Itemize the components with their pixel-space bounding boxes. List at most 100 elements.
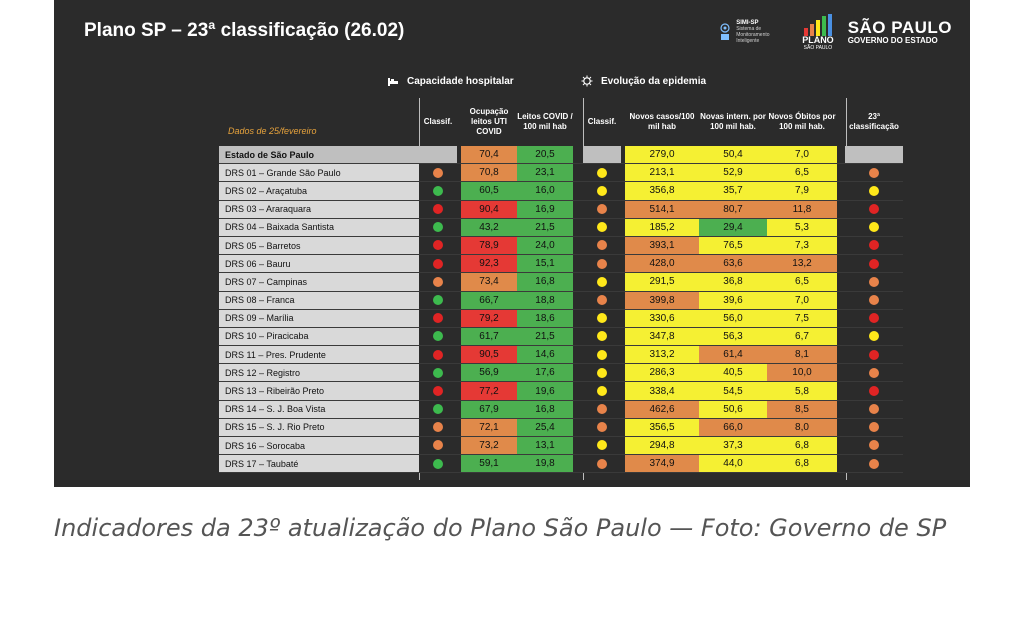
novas-intern-value: 52,9	[699, 163, 767, 183]
classification-dot-cell	[583, 327, 621, 347]
photo-caption: Indicadores da 23º atualização do Plano …	[54, 514, 947, 542]
table-row: DRS 12 – Registro 56,9 17,6 286,3 40,5 10,0	[219, 363, 903, 383]
spacer	[457, 163, 461, 183]
novos-casos-value: 399,8	[625, 291, 699, 310]
status-dot-green	[433, 222, 443, 233]
status-dot-orange	[597, 258, 607, 269]
novos-obitos-value: 6,8	[767, 454, 837, 474]
status-dot-yellow	[869, 331, 879, 342]
ocupacao-value: 78,9	[461, 236, 517, 256]
classification-dot-cell	[583, 291, 621, 310]
spacer	[621, 181, 625, 201]
classification-dot-cell	[845, 291, 903, 310]
status-dot-red	[869, 349, 879, 360]
status-dot-green	[433, 367, 443, 378]
classification-dot-cell	[583, 309, 621, 328]
status-dot-yellow	[597, 185, 607, 196]
spacer	[457, 309, 461, 328]
spacer	[837, 146, 845, 165]
region-name: Estado de São Paulo	[219, 146, 419, 165]
classification-dot-cell	[583, 400, 621, 419]
spacer	[837, 418, 845, 438]
status-dot-orange	[597, 404, 607, 415]
region-name: DRS 11 – Pres. Prudente	[219, 345, 419, 365]
region-name: DRS 07 – Campinas	[219, 272, 419, 292]
status-dot-yellow	[869, 185, 879, 196]
status-dot-red	[433, 258, 443, 269]
table-row: DRS 09 – Marília 79,2 18,6 330,6 56,0 7,5	[219, 309, 903, 328]
novos-casos-value: 374,9	[625, 454, 699, 474]
virus-icon	[581, 75, 593, 87]
ocupacao-value: 59,1	[461, 454, 517, 474]
classification-dot-cell	[419, 218, 457, 237]
spacer	[837, 327, 845, 347]
region-name: DRS 05 – Barretos	[219, 236, 419, 256]
classification-dot-cell	[583, 218, 621, 237]
classification-dot-cell	[583, 272, 621, 292]
spacer	[837, 200, 845, 219]
sp-sub: GOVERNO DO ESTADO	[847, 36, 938, 45]
table-row: DRS 05 – Barretos 78,9 24,0 393,1 76,5 7,3	[219, 236, 903, 256]
plano-sub: SÃO PAULO	[803, 44, 833, 51]
novos-obitos-value: 8,0	[767, 418, 837, 438]
spacer	[573, 254, 583, 274]
spacer	[837, 436, 845, 456]
spacer	[457, 327, 461, 347]
simi-logo-icon	[720, 23, 730, 40]
region-name: DRS 01 – Grande São Paulo	[219, 163, 419, 183]
novos-obitos-value: 5,8	[767, 381, 837, 401]
governo-sp-logo: SÃO PAULO GOVERNO DO ESTADO	[848, 19, 952, 45]
leitos-value: 18,6	[517, 309, 573, 328]
ocupacao-value: 90,5	[461, 345, 517, 365]
region-name: DRS 12 – Registro	[219, 363, 419, 383]
classification-dot-cell	[419, 327, 457, 347]
spacer	[837, 236, 845, 256]
status-dot-green	[433, 404, 443, 415]
status-dot-orange	[597, 294, 607, 305]
header-classif-evo: Classif.	[587, 117, 617, 126]
classification-dot-cell	[419, 345, 457, 365]
ocupacao-value: 43,2	[461, 218, 517, 237]
header-leitos: Leitos COVID / 100 mil hab	[517, 112, 573, 131]
novos-obitos-value: 11,8	[767, 200, 837, 219]
classification-dot-cell	[845, 309, 903, 328]
spacer	[837, 181, 845, 201]
classification-dot-cell	[845, 418, 903, 438]
header-novas-intern: Novas intern. por 100 mil hab.	[700, 112, 766, 131]
novos-obitos-value: 6,5	[767, 272, 837, 292]
ocupacao-value: 73,2	[461, 436, 517, 456]
date-label: Dados de 25/fevereiro	[228, 126, 317, 136]
plano-bars-icon	[803, 13, 832, 36]
novas-intern-value: 40,5	[699, 363, 767, 383]
classification-dot-cell	[583, 181, 621, 201]
region-name: DRS 04 – Baixada Santista	[219, 218, 419, 237]
status-dot-green	[433, 185, 443, 196]
table-row: DRS 15 – S. J. Rio Preto 72,1 25,4 356,5 66,…	[219, 418, 903, 438]
table-row: DRS 01 – Grande São Paulo 70,8 23,1 213,1 52…	[219, 163, 903, 183]
classification-dot-cell	[583, 200, 621, 219]
section-evolucao: Evolução da epidemia	[581, 75, 706, 87]
spacer	[457, 345, 461, 365]
leitos-value: 16,0	[517, 181, 573, 201]
classification-dot-cell	[419, 454, 457, 474]
novos-casos-value: 347,8	[625, 327, 699, 347]
status-dot-yellow	[597, 167, 607, 178]
spacer	[837, 454, 845, 474]
table-row: DRS 11 – Pres. Prudente 90,5 14,6 313,2 61,4…	[219, 345, 903, 365]
classification-dot-cell	[845, 363, 903, 383]
novas-intern-value: 61,4	[699, 345, 767, 365]
novas-intern-value: 44,0	[699, 454, 767, 474]
novos-casos-value: 393,1	[625, 236, 699, 256]
status-dot-yellow	[597, 385, 607, 396]
spacer	[573, 163, 583, 183]
novos-casos-value: 294,8	[625, 436, 699, 456]
novos-obitos-value: 8,5	[767, 400, 837, 419]
novos-obitos-value: 7,0	[767, 146, 837, 165]
classification-dot-cell	[583, 418, 621, 438]
classification-dot-cell	[583, 163, 621, 183]
ocupacao-value: 90,4	[461, 200, 517, 219]
spacer	[457, 236, 461, 256]
table-row: DRS 10 – Piracicaba 61,7 21,5 347,8 56,3 6,7	[219, 327, 903, 347]
spacer	[621, 291, 625, 310]
classification-dot-cell	[845, 454, 903, 474]
